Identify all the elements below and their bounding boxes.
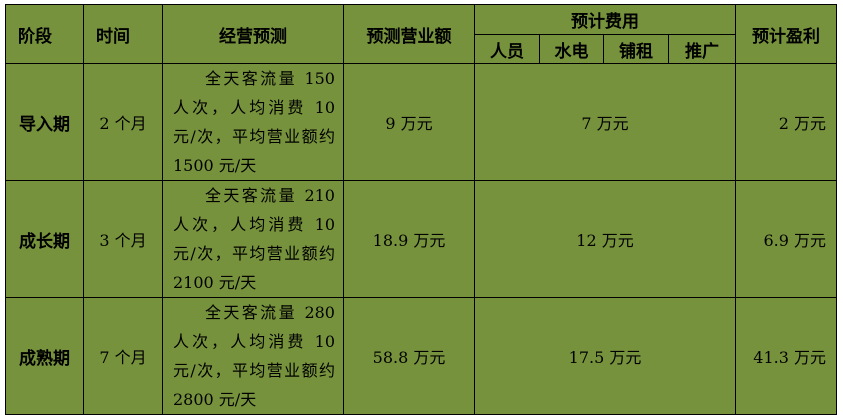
profit-cell: 41.3 万元 [735,297,837,415]
time-cell: 3 个月 [83,180,163,298]
header-cost-staff: 人员 [474,34,540,64]
header-revenue: 预测营业额 [343,4,475,64]
header-forecast: 经营预测 [162,4,344,64]
revenue-cell: 58.8 万元 [343,297,475,415]
forecast-cell: 全天客流量 210 人次，人均消费 10 元/次，平均营业额约 2100 元/天 [162,180,344,298]
stage-cell: 成长期 [5,180,84,298]
business-forecast-table: 阶段 时间 经营预测 预测营业额 预计费用 预计盈利 人员 水电 铺租 推广 导… [5,4,837,415]
header-cost-rent: 铺租 [603,34,669,64]
header-cost-promotion: 推广 [668,34,736,64]
header-stage: 阶段 [5,4,84,64]
stage-cell: 成熟期 [5,297,84,415]
profit-cell: 2 万元 [735,63,837,181]
table-row: 成长期 3 个月 全天客流量 210 人次，人均消费 10 元/次，平均营业额约… [5,180,837,298]
forecast-cell: 全天客流量 280 人次，人均消费 10 元/次，平均营业额约 2800 元/天 [162,297,344,415]
header-profit: 预计盈利 [735,4,837,64]
time-cell: 7 个月 [83,297,163,415]
table-row: 导入期 2 个月 全天客流量 150 人次，人均消费 10 元/次，平均营业额约… [5,63,837,181]
stage-cell: 导入期 [5,63,84,181]
header-time: 时间 [83,4,163,64]
costs-cell: 7 万元 [474,63,736,181]
table-row: 成熟期 7 个月 全天客流量 280 人次，人均消费 10 元/次，平均营业额约… [5,297,837,415]
revenue-cell: 9 万元 [343,63,475,181]
profit-cell: 6.9 万元 [735,180,837,298]
costs-cell: 17.5 万元 [474,297,736,415]
header-cost-utilities: 水电 [539,34,604,64]
time-cell: 2 个月 [83,63,163,181]
forecast-cell: 全天客流量 150 人次，人均消费 10 元/次，平均营业额约 1500 元/天 [162,63,344,181]
header-costs: 预计费用 [474,4,736,35]
revenue-cell: 18.9 万元 [343,180,475,298]
costs-cell: 12 万元 [474,180,736,298]
